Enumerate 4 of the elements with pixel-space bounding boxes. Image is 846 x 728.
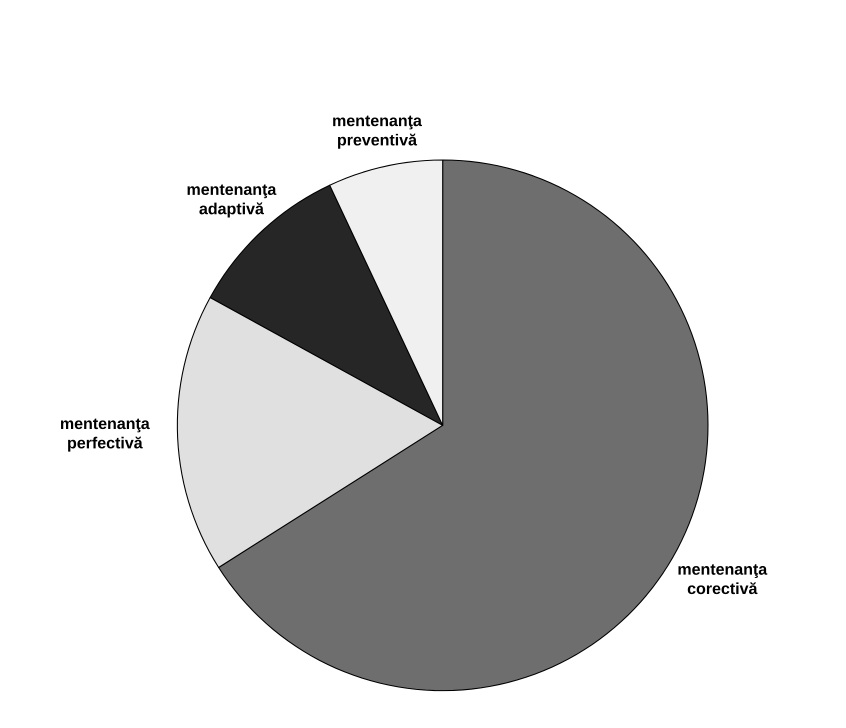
slice-label: mentenanţa adaptivă xyxy=(188,184,276,218)
slice-label: mentenanţa perfectivă xyxy=(60,418,150,452)
slice-label: mentenanţa preventivă xyxy=(333,116,422,149)
slice-label: mentenanţa corectivă xyxy=(678,564,768,594)
